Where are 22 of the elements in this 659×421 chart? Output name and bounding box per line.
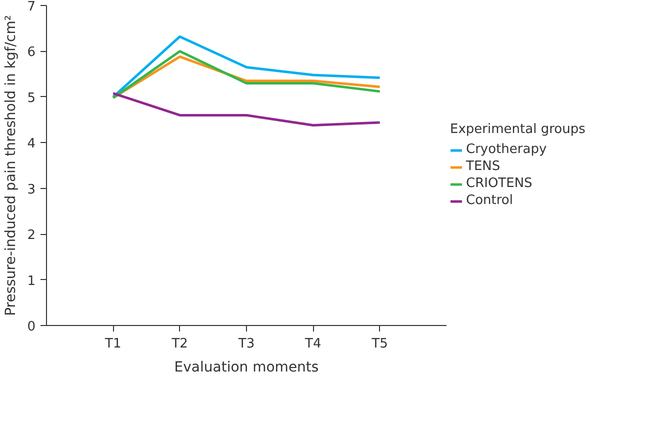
legend-title: Experimental groups xyxy=(450,122,586,137)
y-tick-label: 6 xyxy=(27,45,36,60)
x-tick-label: T5 xyxy=(370,336,388,352)
y-tick-label: 2 xyxy=(27,228,36,244)
x-tick-label: T4 xyxy=(304,336,322,352)
y-tick-label: 4 xyxy=(27,136,36,152)
y-axis-title: Pressure-induced pain threshold in kgf/cm² xyxy=(3,15,20,316)
legend-label: CRIOTENS xyxy=(466,176,532,191)
line-series xyxy=(112,35,382,98)
x-tick-label: T3 xyxy=(237,336,255,352)
x-tick-label: T1 xyxy=(104,336,122,352)
y-tick-label: 3 xyxy=(27,182,36,198)
y-tick-label: 5 xyxy=(27,90,36,106)
legend-label: TENS xyxy=(466,159,500,174)
legend-label: Cryotherapy xyxy=(466,142,547,157)
y-tick-label: 0 xyxy=(27,320,36,334)
y-tick-label: 7 xyxy=(27,0,36,14)
y-tick-label: 1 xyxy=(27,274,36,289)
legend-label: Control xyxy=(466,193,513,208)
line-series xyxy=(112,92,382,127)
x-tick-label: T2 xyxy=(170,336,188,352)
x-axis-title: Evaluation moments xyxy=(174,360,319,376)
